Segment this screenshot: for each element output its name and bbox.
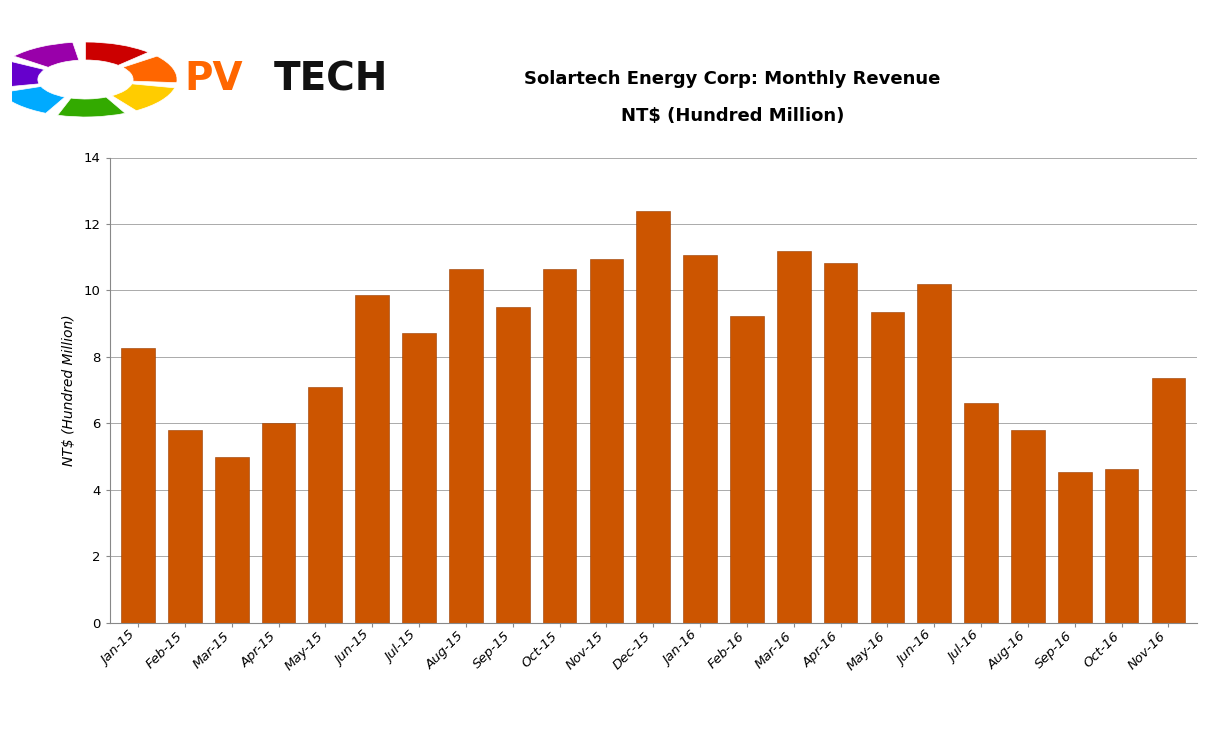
Bar bbox=[168, 430, 201, 622]
Bar bbox=[1011, 430, 1045, 622]
Wedge shape bbox=[0, 86, 65, 113]
Bar bbox=[496, 307, 530, 622]
Text: Solartech Energy Corp: Monthly Revenue: Solartech Energy Corp: Monthly Revenue bbox=[524, 70, 941, 88]
Bar bbox=[684, 255, 717, 622]
Wedge shape bbox=[122, 56, 177, 82]
Wedge shape bbox=[0, 61, 44, 88]
Bar bbox=[965, 403, 998, 622]
Bar bbox=[636, 211, 670, 622]
Wedge shape bbox=[13, 42, 79, 68]
Bar bbox=[449, 269, 482, 622]
Bar bbox=[871, 312, 905, 622]
Text: TECH: TECH bbox=[275, 61, 388, 98]
Bar bbox=[1105, 470, 1138, 622]
Wedge shape bbox=[85, 42, 149, 65]
Text: NT$ (Hundred Million): NT$ (Hundred Million) bbox=[621, 107, 844, 125]
Bar bbox=[402, 332, 436, 622]
Bar bbox=[1151, 378, 1186, 622]
Bar bbox=[542, 269, 576, 622]
Bar bbox=[917, 284, 951, 622]
Y-axis label: NT$ (Hundred Million): NT$ (Hundred Million) bbox=[61, 314, 76, 466]
Bar bbox=[261, 423, 295, 622]
Bar bbox=[590, 260, 623, 622]
Bar bbox=[355, 295, 389, 622]
Bar bbox=[824, 262, 857, 622]
Text: PV: PV bbox=[184, 61, 243, 98]
Bar bbox=[215, 457, 249, 622]
Bar bbox=[121, 348, 155, 622]
Bar bbox=[1057, 472, 1092, 622]
Bar bbox=[777, 251, 811, 622]
Bar bbox=[730, 316, 764, 622]
Bar bbox=[309, 387, 342, 622]
Wedge shape bbox=[57, 97, 126, 117]
Wedge shape bbox=[112, 84, 175, 111]
